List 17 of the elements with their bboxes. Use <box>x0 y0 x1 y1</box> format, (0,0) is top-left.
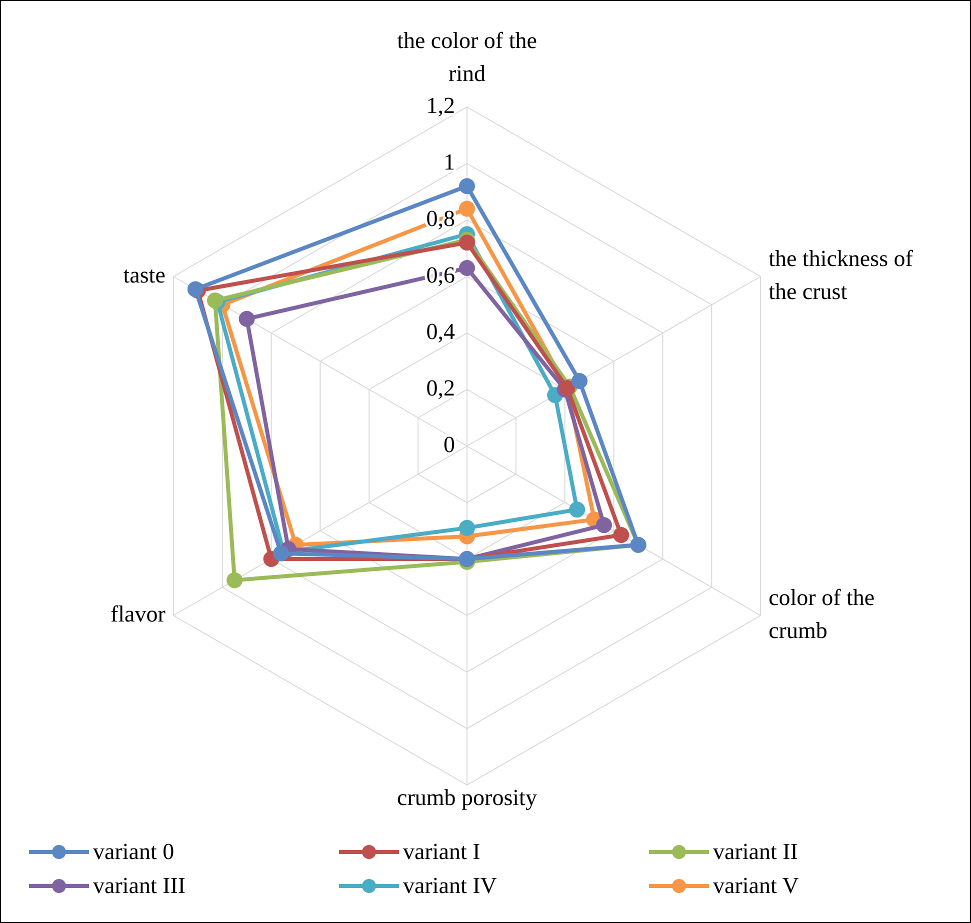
y-tick-label: 0,4 <box>426 319 456 344</box>
spoke-label: the thickness of the crust <box>768 246 914 304</box>
y-tick-label: 0 <box>444 432 455 458</box>
legend-label: variant V <box>713 873 799 899</box>
y-tick-label: 1,2 <box>426 93 455 118</box>
spoke-label: crumb porosity <box>397 785 538 810</box>
legend-label: variant II <box>713 839 798 865</box>
spoke-label: flavor <box>110 602 166 627</box>
legend-label: variant I <box>403 839 480 865</box>
y-tick-label: 1 <box>444 150 455 175</box>
spoke-label: taste <box>123 262 166 288</box>
legend-label: variant III <box>93 873 186 899</box>
spoke-label: color of the crumb <box>768 585 875 644</box>
y-tick-label: 0,2 <box>426 376 455 401</box>
legend-label: variant IV <box>403 873 497 899</box>
legend-label: variant 0 <box>93 839 174 865</box>
spoke-label: the color of the rind <box>397 28 537 86</box>
